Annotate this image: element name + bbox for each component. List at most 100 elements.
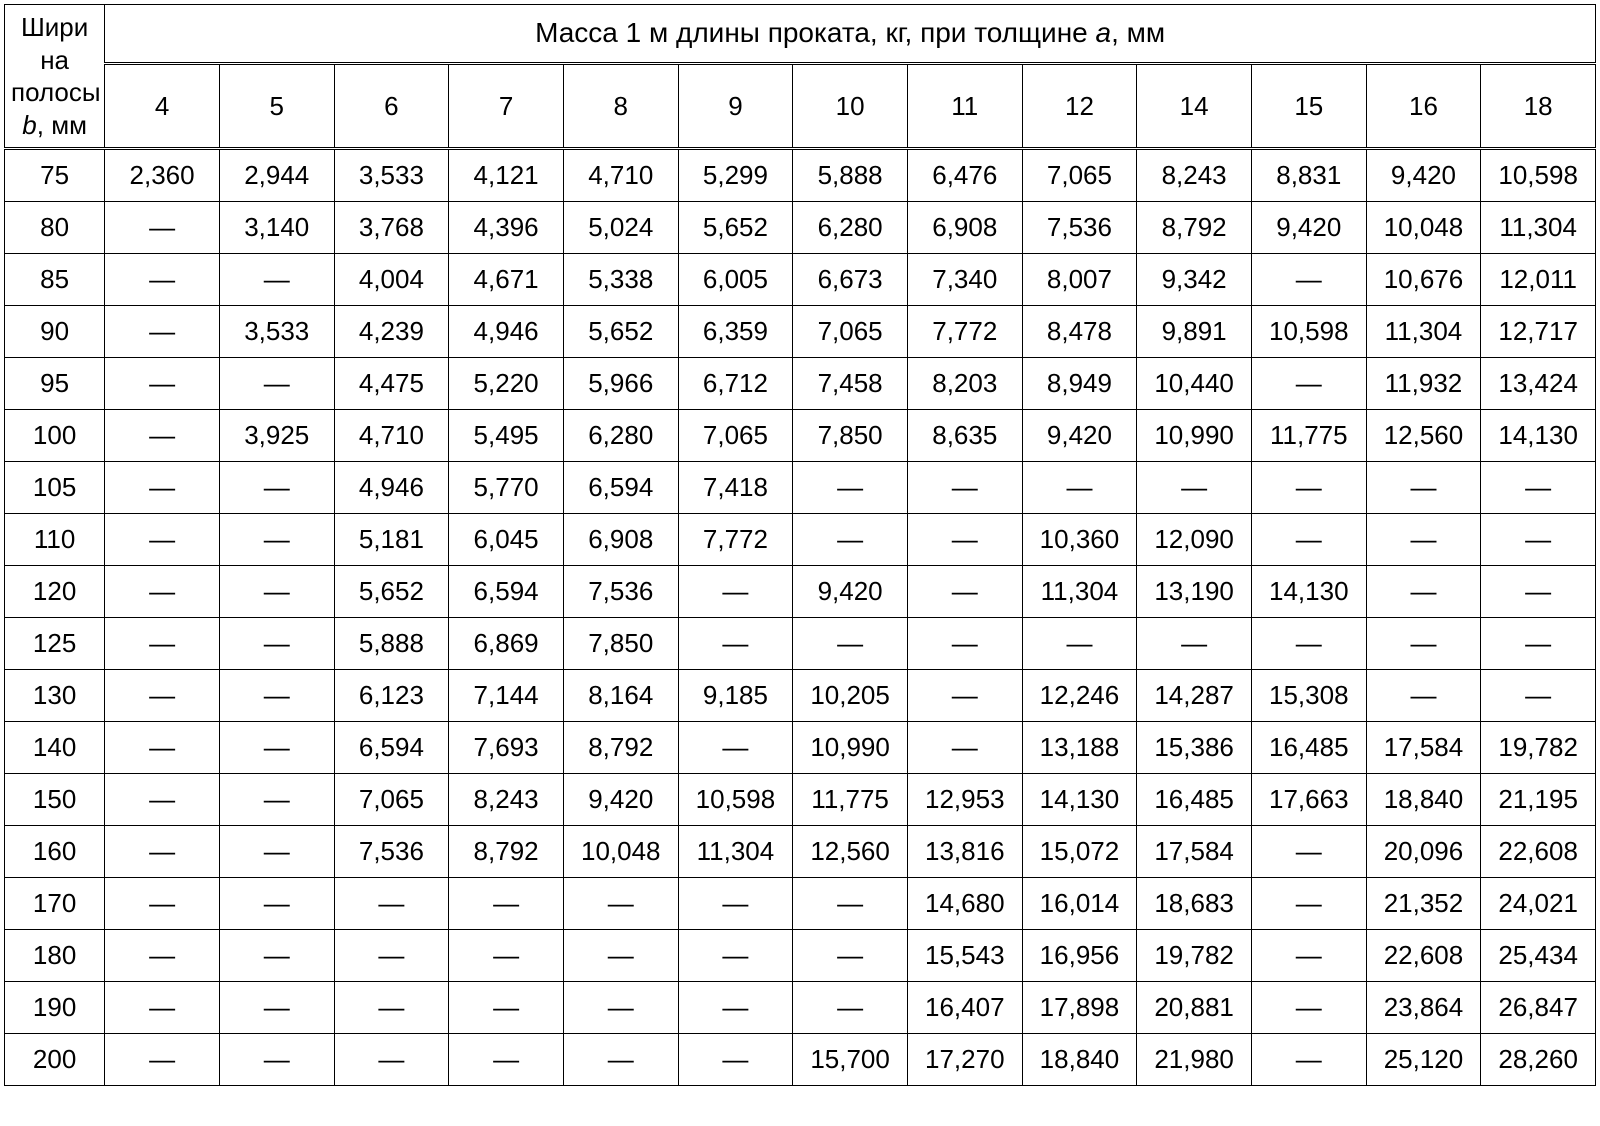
mass-cell: — <box>1481 618 1596 670</box>
mass-cell: 25,434 <box>1481 930 1596 982</box>
mass-cell: 6,869 <box>449 618 564 670</box>
mass-cell: 9,185 <box>678 670 793 722</box>
mass-cell: 7,144 <box>449 670 564 722</box>
mass-cell: 12,560 <box>1366 410 1481 462</box>
mass-cell: 11,775 <box>1251 410 1366 462</box>
mass-cell: — <box>105 254 220 306</box>
mass-cell: 6,123 <box>334 670 449 722</box>
table-row: 200——————15,70017,27018,84021,980—25,120… <box>5 1034 1596 1086</box>
mass-cell: — <box>793 878 908 930</box>
mass-cell: 18,840 <box>1366 774 1481 826</box>
table-row: 130——6,1237,1448,1649,18510,205—12,24614… <box>5 670 1596 722</box>
mass-cell: 5,338 <box>563 254 678 306</box>
mass-cell: 20,881 <box>1137 982 1252 1034</box>
mass-cell: 6,594 <box>334 722 449 774</box>
col-header-thickness: 11 <box>907 63 1022 148</box>
mass-cell: — <box>219 566 334 618</box>
mass-cell: 7,772 <box>907 306 1022 358</box>
mass-cell: — <box>105 982 220 1034</box>
mass-cell: 7,065 <box>1022 149 1137 202</box>
mass-cell: — <box>219 670 334 722</box>
table-row: 190———————16,40717,89820,881—23,86426,84… <box>5 982 1596 1034</box>
col-header-thickness: 16 <box>1366 63 1481 148</box>
mass-cell: 5,888 <box>793 149 908 202</box>
mass-cell: 5,220 <box>449 358 564 410</box>
row-header-width: 80 <box>5 202 105 254</box>
mass-cell: 10,048 <box>563 826 678 878</box>
col-header-thickness: 7 <box>449 63 564 148</box>
mass-cell: 20,096 <box>1366 826 1481 878</box>
mass-cell: 9,420 <box>793 566 908 618</box>
mass-cell: — <box>678 618 793 670</box>
mass-cell: 7,065 <box>793 306 908 358</box>
col-header-thickness: 14 <box>1137 63 1252 148</box>
mass-cell: — <box>678 982 793 1034</box>
mass-cell: 7,536 <box>1022 202 1137 254</box>
mass-cell: 15,308 <box>1251 670 1366 722</box>
mass-cell: — <box>1251 462 1366 514</box>
mass-cell: — <box>1137 618 1252 670</box>
row-header-width: 190 <box>5 982 105 1034</box>
mass-cell: — <box>334 982 449 1034</box>
mass-cell: 8,792 <box>1137 202 1252 254</box>
mass-cell: — <box>219 878 334 930</box>
mass-cell: — <box>449 1034 564 1086</box>
table-row: 150——7,0658,2439,42010,59811,77512,95314… <box>5 774 1596 826</box>
mass-cell: 11,932 <box>1366 358 1481 410</box>
mass-cell: 6,673 <box>793 254 908 306</box>
mass-cell: 13,816 <box>907 826 1022 878</box>
mass-cell: — <box>219 358 334 410</box>
mass-cell: 9,420 <box>1251 202 1366 254</box>
mass-cell: 19,782 <box>1137 930 1252 982</box>
mass-cell: 9,891 <box>1137 306 1252 358</box>
mass-cell: — <box>1251 826 1366 878</box>
mass-cell: 10,990 <box>1137 410 1252 462</box>
mass-cell: — <box>334 1034 449 1086</box>
mass-cell: — <box>1366 670 1481 722</box>
mass-cell: 6,908 <box>907 202 1022 254</box>
table-row: 120——5,6526,5947,536—9,420—11,30413,1901… <box>5 566 1596 618</box>
col-header-thickness: 9 <box>678 63 793 148</box>
table-row: 752,3602,9443,5334,1214,7105,2995,8886,4… <box>5 149 1596 202</box>
mass-cell: 7,418 <box>678 462 793 514</box>
mass-cell: — <box>907 566 1022 618</box>
mass-cell: 10,440 <box>1137 358 1252 410</box>
col-header-thickness: 15 <box>1251 63 1366 148</box>
mass-cell: — <box>105 930 220 982</box>
mass-cell: 10,598 <box>1481 149 1596 202</box>
mass-cell: — <box>563 878 678 930</box>
mass-cell: — <box>219 254 334 306</box>
mass-cell: — <box>678 1034 793 1086</box>
mass-cell: 18,683 <box>1137 878 1252 930</box>
mass-cell: — <box>563 1034 678 1086</box>
mass-cell: 7,536 <box>563 566 678 618</box>
mass-cell: 16,014 <box>1022 878 1137 930</box>
mass-cell: 5,181 <box>334 514 449 566</box>
mass-cell: — <box>907 722 1022 774</box>
mass-cell: 4,710 <box>563 149 678 202</box>
mass-cell: 5,024 <box>563 202 678 254</box>
row-header-width: 200 <box>5 1034 105 1086</box>
row-header-width: 125 <box>5 618 105 670</box>
col-header-thickness: 4 <box>105 63 220 148</box>
mass-cell: 17,270 <box>907 1034 1022 1086</box>
mass-cell: 6,005 <box>678 254 793 306</box>
mass-cell: 5,495 <box>449 410 564 462</box>
mass-cell: — <box>563 982 678 1034</box>
mass-cell: 3,768 <box>334 202 449 254</box>
mass-cell: 11,775 <box>793 774 908 826</box>
mass-cell: — <box>1366 618 1481 670</box>
mass-cell: — <box>105 358 220 410</box>
mass-cell: 8,478 <box>1022 306 1137 358</box>
mass-cell: 14,130 <box>1481 410 1596 462</box>
mass-cell: 4,475 <box>334 358 449 410</box>
mass-cell: 9,420 <box>563 774 678 826</box>
mass-cell: 3,533 <box>219 306 334 358</box>
table-row: 90—3,5334,2394,9465,6526,3597,0657,7728,… <box>5 306 1596 358</box>
mass-cell: 5,652 <box>678 202 793 254</box>
table-row: 110——5,1816,0456,9087,772——10,36012,090—… <box>5 514 1596 566</box>
mass-cell: 7,065 <box>334 774 449 826</box>
mass-cell: — <box>678 878 793 930</box>
mass-cell: 5,299 <box>678 149 793 202</box>
mass-cell: — <box>105 826 220 878</box>
